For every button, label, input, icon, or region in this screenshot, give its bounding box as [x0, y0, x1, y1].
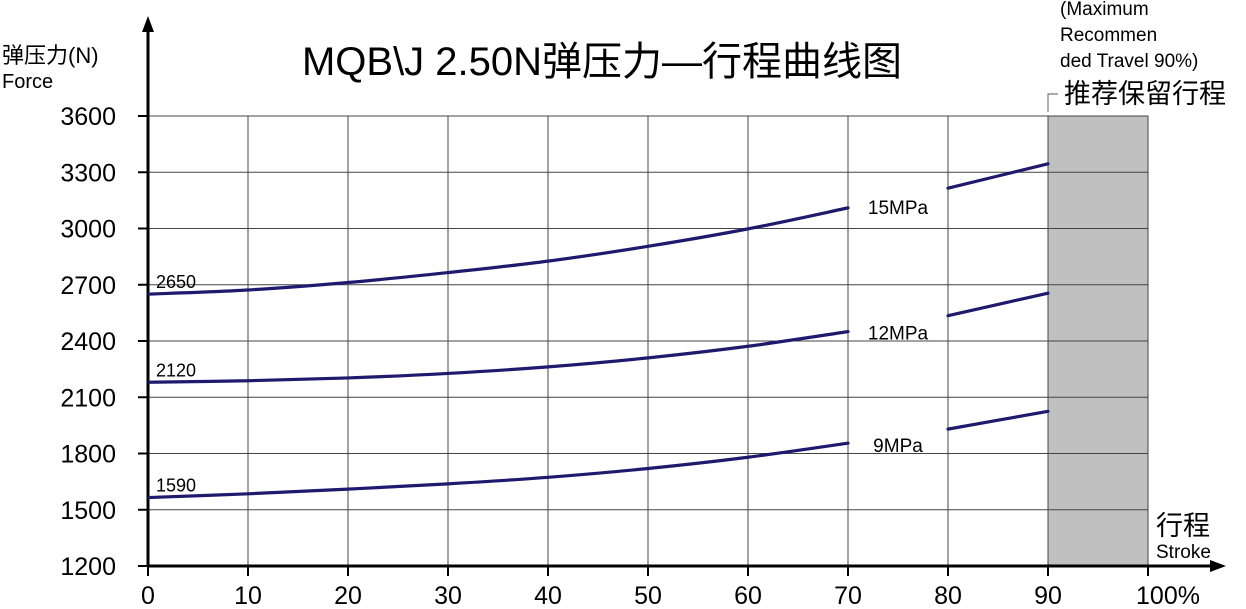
y-tick-label: 3000 — [60, 216, 116, 244]
y-tick-label: 2700 — [60, 272, 116, 300]
series-label: 15MPa — [868, 198, 929, 219]
x-tick-label: 10 — [234, 582, 262, 609]
x-axis-label-cn: 行程 — [1156, 511, 1210, 541]
x-tick-label: 60 — [734, 582, 762, 609]
grid-lines — [148, 115, 1149, 566]
reserved-note-line-3: ded Travel 90%) — [1060, 51, 1198, 72]
x-tick-label: 40 — [534, 582, 562, 609]
y-axis-arrow — [142, 16, 154, 32]
reserved-pointer — [1047, 93, 1058, 112]
tick-labels: 1200 1500 1800 2100 2400 2700 3000 3300 3600 0 10 2… — [60, 103, 1200, 609]
y-tick-label: 1200 — [60, 553, 116, 581]
start-value-label: 1590 — [156, 476, 196, 496]
chart-title: MQB\J 2.50N弹压力—行程曲线图 — [302, 40, 902, 84]
y-tick-label: 2100 — [60, 384, 116, 412]
reserved-travel-label: 推荐保留行程 — [1064, 79, 1226, 109]
series-layer — [148, 162, 1050, 500]
y-axis-label-cn: 弹压力(N) — [2, 43, 99, 68]
series-line-15MPa-end — [946, 162, 1050, 190]
y-axis-label-en: Force — [2, 71, 53, 93]
y-tick-label: 1500 — [60, 497, 116, 525]
x-tick-label: 100% — [1136, 582, 1200, 609]
x-tick-label: 30 — [434, 582, 462, 609]
series-label: 12MPa — [868, 324, 929, 345]
y-tick-label: 3600 — [60, 103, 116, 131]
reserved-note-line-1: (Maximum — [1060, 0, 1149, 20]
x-tick-label: 80 — [934, 582, 962, 609]
y-tick-label: 2400 — [60, 328, 116, 356]
y-tick-label: 3300 — [60, 159, 116, 187]
start-value-label: 2120 — [156, 360, 196, 380]
series-line-12MPa-end — [946, 291, 1050, 318]
x-tick-label: 50 — [634, 582, 662, 609]
axes — [138, 16, 1226, 576]
start-value-label: 2650 — [156, 272, 196, 292]
series-label: 9MPa — [873, 436, 923, 457]
x-tick-label: 90 — [1034, 582, 1062, 609]
x-axis-arrow — [1210, 560, 1226, 572]
series-line-15MPa — [148, 206, 850, 296]
series-line-12MPa — [148, 330, 850, 384]
reserved-note-line-2: Recommen — [1060, 25, 1157, 46]
x-axis-label-en: Stroke — [1156, 542, 1211, 563]
x-tick-label: 70 — [834, 582, 862, 609]
y-tick-label: 1800 — [60, 441, 116, 469]
x-tick-label: 0 — [141, 582, 155, 609]
series-line-9MPa-end — [946, 409, 1050, 431]
series-line-9MPa — [148, 441, 850, 500]
x-tick-label: 20 — [334, 582, 362, 609]
